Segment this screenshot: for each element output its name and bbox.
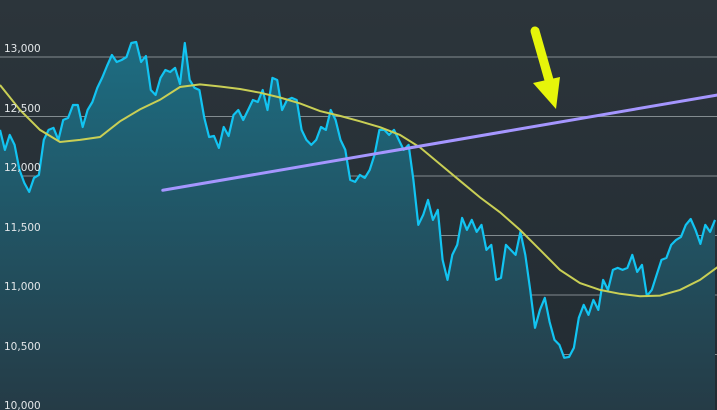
y-tick-label-10500: 10,500 — [4, 341, 41, 353]
y-tick-label-13000: 13,000 — [4, 43, 41, 55]
y-tick-label-11500: 11,500 — [4, 222, 41, 234]
y-tick-label-11000: 11,000 — [4, 281, 41, 293]
y-axis: 13,000 12,500 12,000 11,500 11,000 10,50… — [4, 43, 41, 410]
trendline[interactable] — [161, 93, 717, 192]
y-tick-label-10000: 10,000 — [4, 400, 41, 410]
y-tick-label-12000: 12,000 — [4, 162, 41, 174]
moving-average-line — [0, 83, 717, 298]
price-line — [0, 40, 717, 359]
arrow-annotation-icon — [530, 26, 560, 109]
price-area-fill — [0, 42, 715, 410]
y-tick-label-12500: 12,500 — [4, 103, 41, 115]
